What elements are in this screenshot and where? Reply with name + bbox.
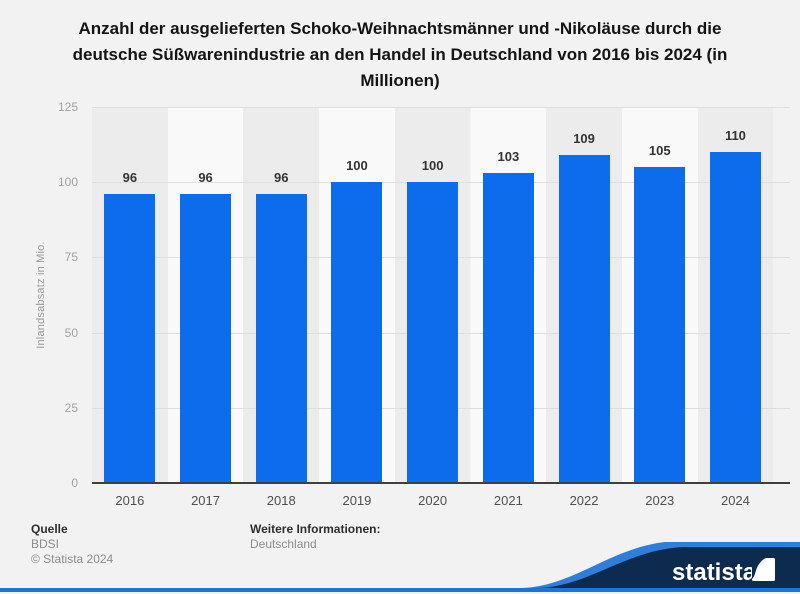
bar-value-label-2018: 96 (274, 170, 289, 186)
footer-info-block: Weitere Informationen: Deutschland (250, 522, 380, 552)
bar-2019 (331, 182, 383, 483)
x-tick-label-2017: 2017 (191, 493, 220, 508)
y-tick-label-25: 25 (64, 400, 78, 415)
bar-2023 (634, 167, 686, 483)
bar-value-label-2023: 105 (648, 143, 671, 159)
bar-2018 (255, 194, 307, 483)
y-tick-label-0: 0 (71, 476, 78, 490)
x-tick-label-2023: 2023 (645, 493, 675, 508)
chart-title: Anzahl der ausgelieferten Schoko-Weihnac… (72, 19, 728, 90)
y-axis-title: Inlandsabsatz in Mio. (35, 241, 47, 349)
bar-value-label-2017: 96 (198, 170, 213, 186)
bar-value-label-2024: 110 (724, 128, 746, 144)
info-value: Deutschland (250, 537, 317, 551)
bar-2016 (104, 194, 156, 483)
source-value: BDSI (31, 537, 60, 551)
logo-swoosh (534, 547, 800, 588)
x-tick-label-2020: 2020 (418, 493, 448, 508)
bar-value-label-2022: 109 (573, 131, 595, 147)
source-label: Quelle (31, 522, 68, 536)
bar-2020 (407, 182, 459, 483)
statista-logo: statista (520, 542, 800, 588)
statista-logo-glyph (752, 558, 775, 581)
gridline-125 (92, 107, 790, 108)
copyright-text: © Statista 2024 (31, 552, 114, 566)
info-label: Weitere Informationen: (250, 522, 381, 536)
x-tick-label-2024: 2024 (720, 493, 750, 508)
bar-value-label-2019: 100 (346, 158, 368, 174)
y-tick-label-75: 75 (64, 250, 78, 265)
statista-logo-text: statista (672, 559, 757, 586)
y-tick-label-100: 100 (57, 175, 78, 190)
footer-source-block: Quelle BDSI © Statista 2024 (31, 522, 771, 567)
x-tick-label-2021: 2021 (493, 493, 523, 508)
bar-2024 (709, 152, 761, 483)
bottom-accent-line (0, 588, 800, 592)
y-tick-label-50: 50 (64, 325, 78, 340)
bar-value-label-2020: 100 (421, 158, 444, 174)
bar-2017 (180, 194, 232, 483)
x-tick-label-2022: 2022 (569, 493, 599, 508)
bar-2022 (558, 155, 610, 483)
x-tick-label-2019: 2019 (342, 493, 372, 508)
bar-2021 (482, 173, 534, 483)
y-tick-label-125: 125 (57, 100, 78, 114)
x-tick-label-2016: 2016 (115, 493, 145, 508)
bar-value-label-2016: 96 (122, 170, 138, 186)
footer: Quelle BDSI © Statista 2024 Weitere Info… (31, 522, 771, 567)
bar-value-label-2021: 103 (497, 149, 520, 165)
x-tick-label-2018: 2018 (266, 493, 296, 508)
x-axis-line (92, 482, 790, 484)
